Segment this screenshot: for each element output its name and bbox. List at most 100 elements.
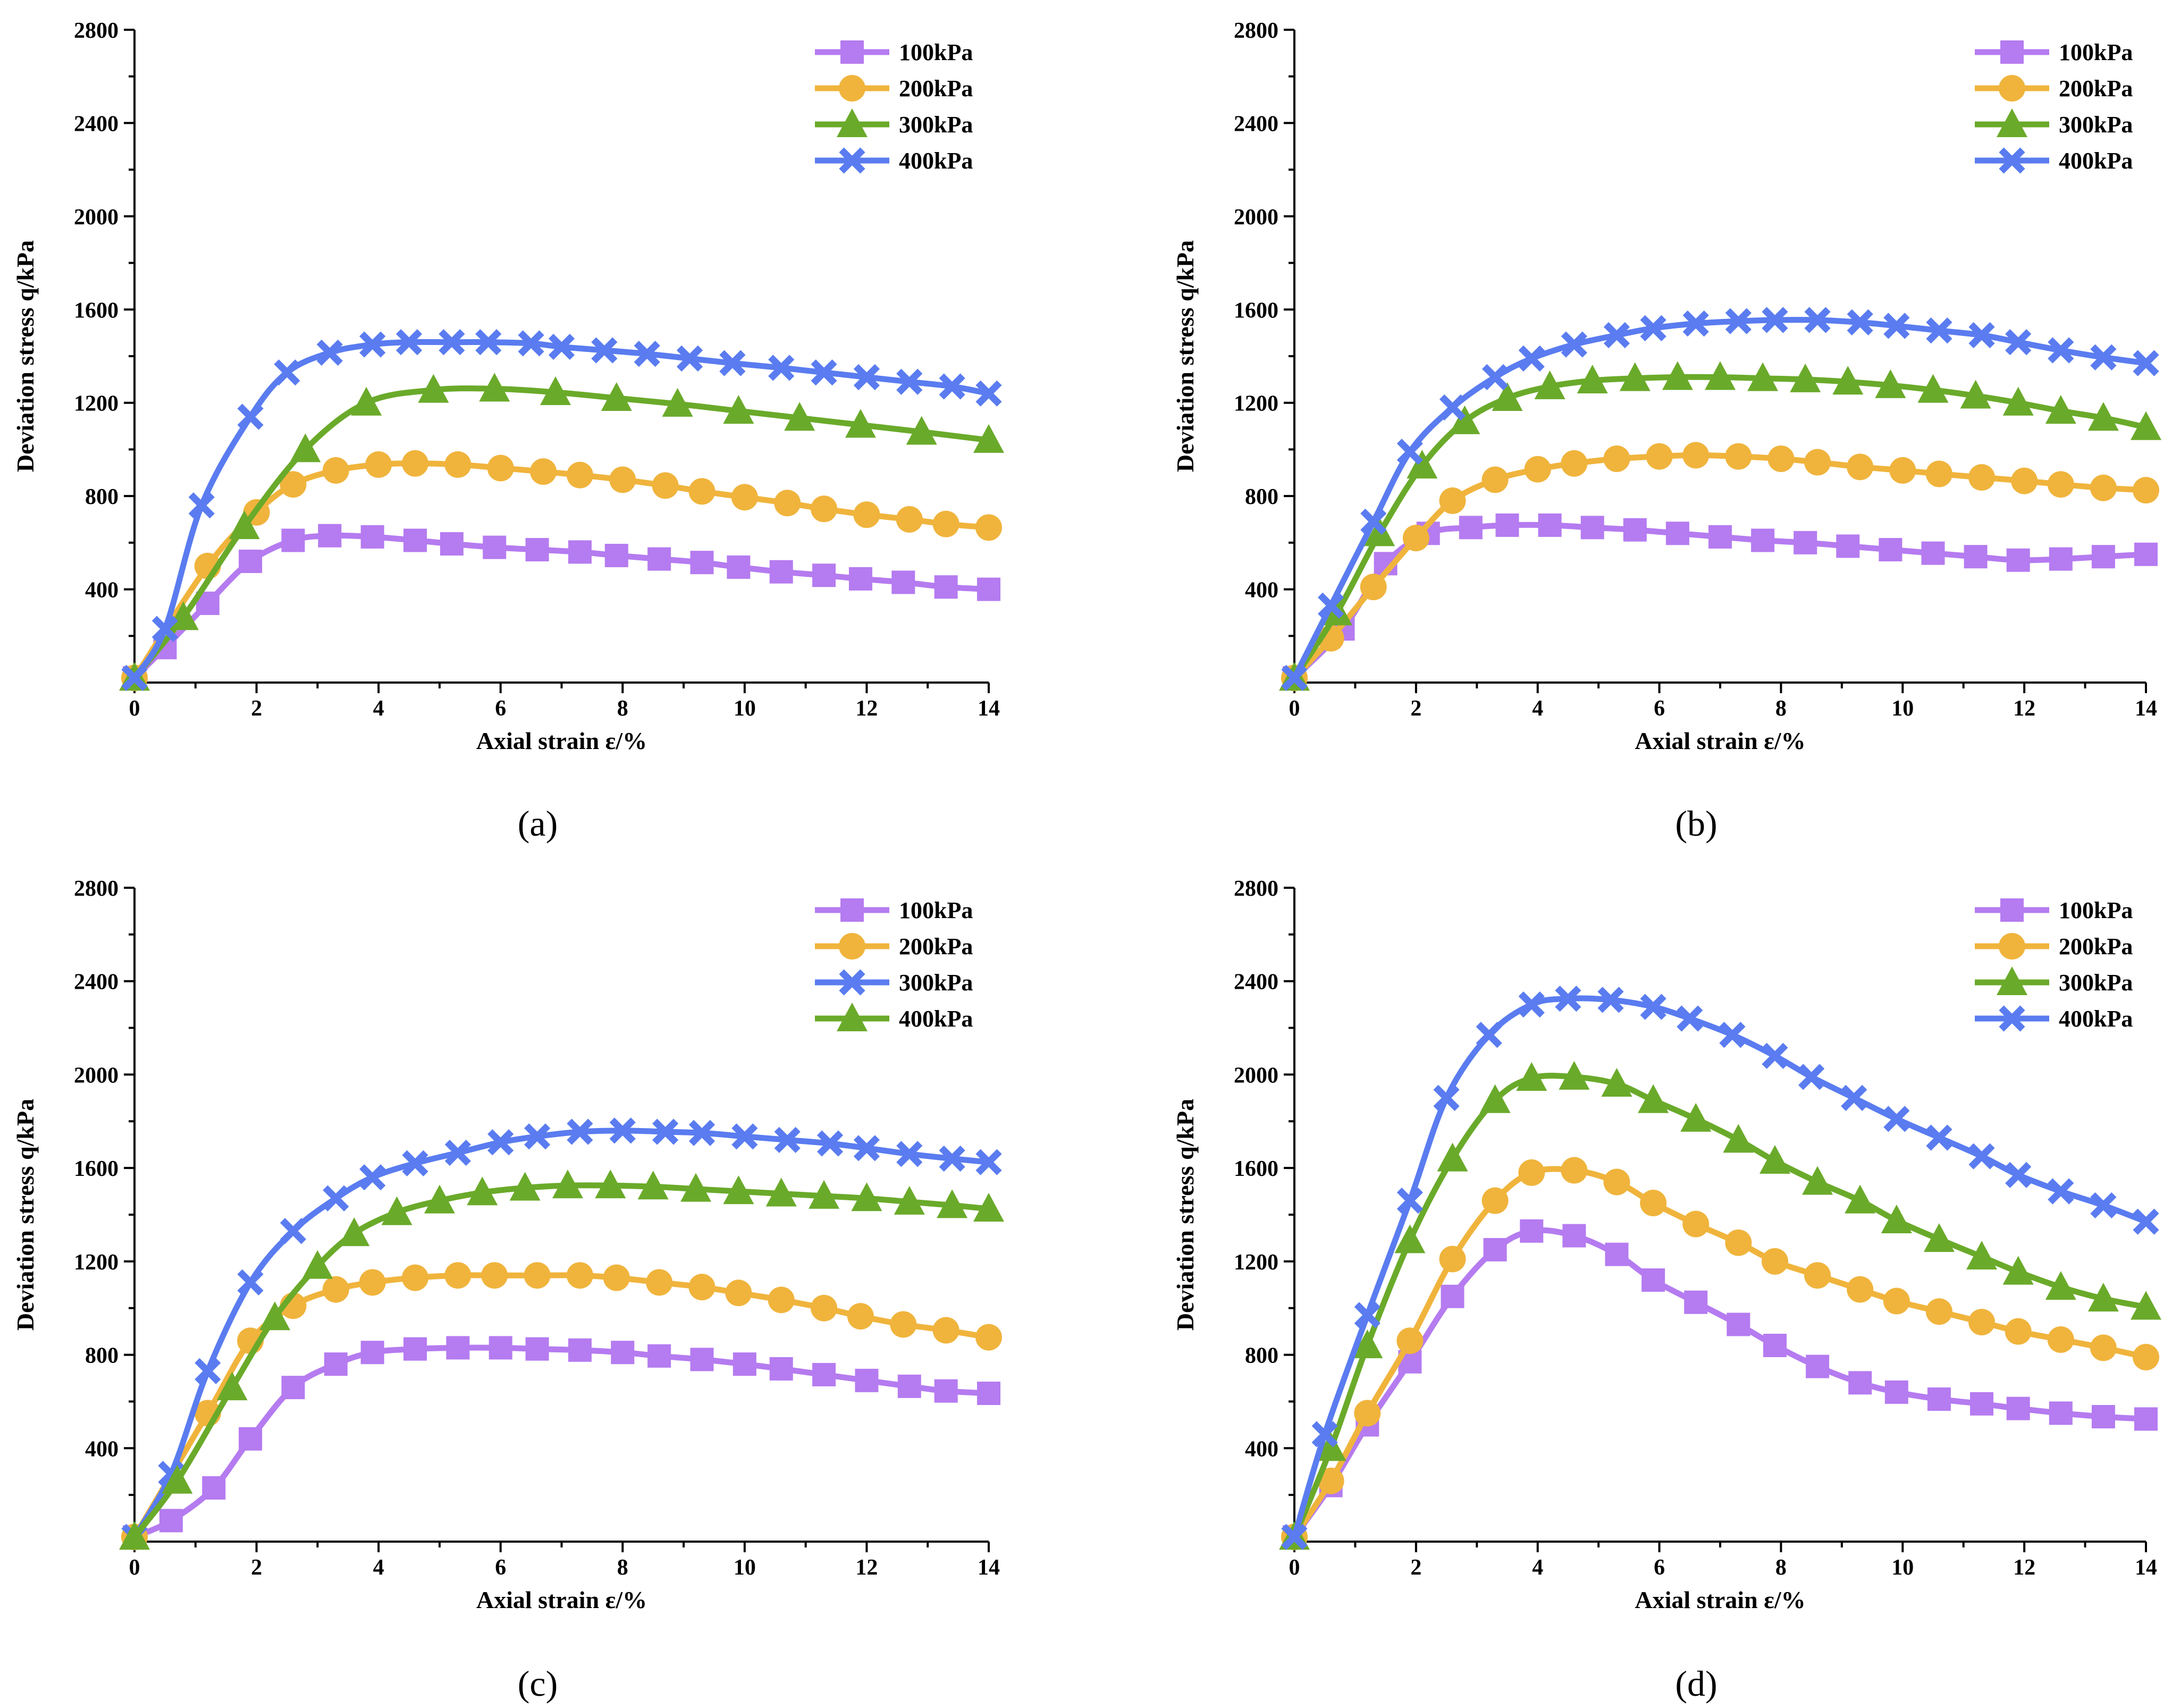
y-tick-label: 800 bbox=[85, 485, 119, 509]
y-tick-label: 1200 bbox=[1234, 1250, 1278, 1275]
data-point bbox=[2087, 402, 2119, 431]
data-point bbox=[274, 359, 300, 386]
data-point bbox=[769, 1357, 793, 1381]
data-point bbox=[609, 1117, 636, 1144]
data-point bbox=[2090, 1192, 2117, 1219]
legend-marker bbox=[1999, 1005, 2025, 1032]
x-tick-label: 8 bbox=[617, 1555, 628, 1580]
x-tick-label: 10 bbox=[734, 696, 756, 721]
data-point bbox=[2005, 1162, 2032, 1188]
data-point bbox=[1917, 374, 1949, 403]
data-point bbox=[769, 560, 793, 584]
x-tick-label: 14 bbox=[978, 696, 1000, 721]
data-point bbox=[2049, 1401, 2073, 1425]
y-tick-label: 800 bbox=[85, 1344, 119, 1368]
data-point bbox=[483, 535, 507, 559]
data-point bbox=[676, 345, 703, 372]
legend-label: 100kPa bbox=[2059, 897, 2133, 923]
y-axis-title: Deviation stress q/kPa bbox=[1172, 1099, 1199, 1331]
data-point bbox=[1964, 545, 1988, 569]
data-point bbox=[402, 450, 429, 477]
data-point bbox=[2133, 350, 2159, 376]
y-tick-label: 1600 bbox=[74, 298, 119, 323]
data-point bbox=[509, 1172, 541, 1201]
data-point bbox=[525, 1337, 549, 1361]
data-point bbox=[119, 1521, 150, 1550]
legend-marker bbox=[840, 40, 864, 64]
data-point bbox=[2134, 1407, 2158, 1431]
data-point bbox=[896, 506, 923, 533]
data-point bbox=[1841, 1084, 1867, 1111]
data-point bbox=[351, 386, 382, 416]
data-point bbox=[1751, 528, 1775, 552]
data-point bbox=[2090, 474, 2117, 501]
data-point bbox=[1524, 456, 1551, 483]
y-tick-label: 2400 bbox=[1234, 970, 1278, 995]
data-point bbox=[1580, 516, 1604, 540]
data-point bbox=[855, 1368, 879, 1392]
data-point bbox=[975, 514, 1002, 541]
series-400kPa bbox=[1281, 307, 2159, 691]
data-point bbox=[1354, 1302, 1380, 1328]
legend: 100kPa 200kPa 300kPa 400kPa bbox=[1975, 39, 2133, 174]
data-point bbox=[811, 495, 838, 523]
data-point bbox=[479, 373, 510, 402]
data-point bbox=[1682, 442, 1710, 469]
data-point bbox=[1352, 1330, 1383, 1358]
series-300kPa bbox=[1279, 1061, 2161, 1550]
data-point bbox=[162, 1465, 193, 1494]
data-point bbox=[1926, 1124, 1952, 1151]
data-point bbox=[280, 1218, 307, 1244]
data-point bbox=[1640, 1190, 1667, 1217]
data-point bbox=[424, 1184, 455, 1214]
data-point bbox=[719, 350, 746, 376]
data-point bbox=[1665, 521, 1689, 545]
data-point bbox=[281, 1376, 305, 1400]
data-point bbox=[2133, 1208, 2159, 1235]
x-tick-label: 14 bbox=[2135, 696, 2157, 721]
data-point bbox=[1318, 592, 1344, 619]
data-point bbox=[290, 433, 321, 462]
data-point bbox=[1641, 1268, 1665, 1292]
x-tick-label: 10 bbox=[1891, 1555, 1914, 1580]
data-point bbox=[1884, 1380, 1908, 1404]
data-point bbox=[774, 1126, 801, 1154]
data-point bbox=[939, 373, 965, 400]
data-point bbox=[1705, 361, 1736, 390]
x-tick-label: 10 bbox=[734, 1555, 756, 1580]
data-point bbox=[548, 333, 575, 360]
x-tick-label: 6 bbox=[1654, 696, 1665, 721]
data-point bbox=[1883, 1106, 1910, 1132]
x-tick-label: 6 bbox=[495, 696, 506, 721]
data-point bbox=[1396, 1327, 1424, 1354]
data-point bbox=[652, 1118, 679, 1145]
data-point bbox=[1684, 1290, 1708, 1314]
legend-marker bbox=[840, 898, 864, 922]
data-point bbox=[1832, 366, 1864, 395]
chart-panel-b: 0 2 4 6 8 10 12 14 400 800 1200 1600 2000 2400 2800 Axi… bbox=[1172, 19, 2161, 844]
y-axis-title: Deviation stress q/kPa bbox=[12, 240, 39, 472]
legend: 100kPa 200kPa 300kPa 400kPa bbox=[1975, 897, 2133, 1032]
legend-label: 400kPa bbox=[2059, 148, 2133, 174]
data-point bbox=[359, 1269, 386, 1296]
y-tick-label: 2800 bbox=[74, 877, 119, 901]
legend-marker bbox=[2000, 898, 2024, 922]
data-point bbox=[1439, 487, 1466, 514]
data-point bbox=[2048, 337, 2074, 364]
series-line bbox=[132, 339, 990, 680]
data-point bbox=[239, 549, 263, 573]
data-point bbox=[896, 368, 923, 395]
data-point bbox=[973, 424, 1004, 453]
legend: 100kPa 200kPa 300kPa 400kPa bbox=[815, 897, 973, 1032]
data-point bbox=[322, 457, 349, 484]
panel-label: (b) bbox=[1675, 803, 1717, 844]
data-point bbox=[1875, 369, 1906, 398]
data-point bbox=[2133, 477, 2159, 504]
data-point bbox=[975, 380, 1002, 407]
y-tick-label: 2400 bbox=[74, 112, 119, 136]
series-line bbox=[1292, 374, 2147, 680]
x-axis-title: Axial strain ε/% bbox=[1635, 727, 1805, 754]
data-point bbox=[1354, 1400, 1381, 1427]
data-point bbox=[487, 1129, 514, 1156]
x-tick-label: 12 bbox=[2013, 1555, 2035, 1580]
